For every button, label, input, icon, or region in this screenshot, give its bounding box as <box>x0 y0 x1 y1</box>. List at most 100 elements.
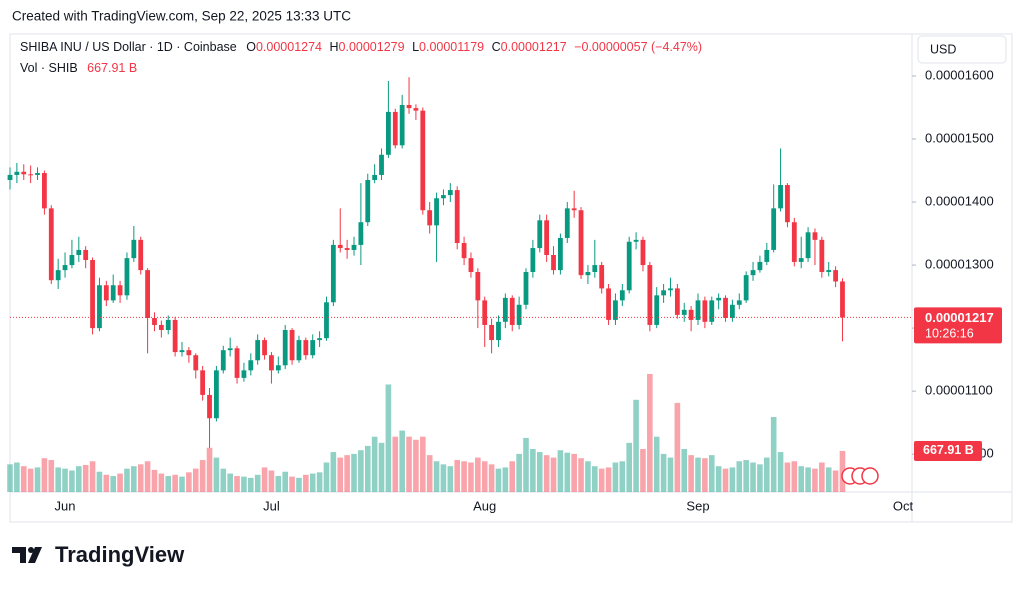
currency-button[interactable] <box>917 35 1007 64</box>
volume-bar <box>777 452 784 492</box>
volume-bar <box>750 462 756 492</box>
candle-body <box>475 272 481 301</box>
candle-body <box>723 297 728 319</box>
candle-body <box>441 195 446 199</box>
volume-bar <box>626 442 632 492</box>
candle-body <box>14 171 20 175</box>
frame <box>9 33 1013 523</box>
volume-bar <box>433 461 440 492</box>
candle-body <box>592 265 598 273</box>
candle-body <box>207 394 212 419</box>
volume-bar <box>612 462 619 492</box>
candle-body <box>496 321 501 341</box>
candle-body <box>578 210 584 276</box>
candle-body <box>186 350 192 356</box>
candle-body <box>489 324 494 341</box>
close: 0.00001217 <box>501 40 567 54</box>
volume-bar <box>220 468 227 492</box>
candle-body <box>544 220 550 255</box>
candle-body <box>42 173 47 209</box>
candle-body <box>674 288 680 315</box>
candle-body <box>826 270 832 273</box>
high: 0.00001279 <box>339 40 405 54</box>
volume-bar <box>41 458 48 492</box>
candle-body <box>778 185 783 209</box>
candle-body <box>454 190 460 244</box>
volume-bar <box>282 471 288 492</box>
o-label: O <box>246 40 256 54</box>
volume-bar <box>695 457 701 492</box>
last-price-tag <box>914 307 1002 344</box>
candle-body <box>420 110 426 211</box>
volume-bar <box>20 466 27 492</box>
candle-body <box>509 297 515 325</box>
volume-bar <box>330 452 337 492</box>
volume-bar <box>488 464 495 492</box>
symbol: SHIBA INU / US Dollar · 1D · Coinbase <box>20 40 237 54</box>
volume-bar <box>420 436 426 492</box>
candle-body <box>461 243 467 259</box>
volume-bar <box>667 457 674 492</box>
c-label: C <box>492 40 501 54</box>
volume-bar <box>509 461 516 492</box>
candle-body <box>69 254 75 266</box>
volume-bar <box>371 436 378 492</box>
volume-bar <box>715 466 722 492</box>
candle-body <box>537 220 543 249</box>
volume-bar <box>812 468 818 492</box>
volume-bar <box>316 472 323 492</box>
candle-body <box>21 171 27 175</box>
volume-bar <box>461 461 467 492</box>
volume-bar <box>468 462 474 492</box>
candle-body <box>124 258 130 296</box>
volume-bar <box>722 468 729 492</box>
countdown: 10:26:16 <box>925 327 974 341</box>
volume-bar <box>296 477 302 492</box>
candle-body <box>48 208 54 281</box>
volume-bar <box>117 473 123 492</box>
volume-bar <box>578 458 584 492</box>
candle-body <box>392 111 398 146</box>
volume-bar <box>172 474 178 492</box>
volume-bar <box>303 474 309 492</box>
volume-bar <box>536 452 543 492</box>
candle-body <box>62 265 68 271</box>
currency[interactable]: USD <box>930 42 956 56</box>
x-tick-label: Aug <box>473 498 496 513</box>
volume-bar <box>454 460 460 492</box>
volume-bar <box>502 467 509 492</box>
candle-body <box>516 304 522 325</box>
candle-body <box>179 350 185 353</box>
candle-body <box>681 309 687 315</box>
y-tick-label: 0.00001600 <box>925 67 994 82</box>
volume-bar <box>158 473 165 492</box>
volume-bar <box>206 447 213 492</box>
candle-body <box>791 222 797 262</box>
candle-body <box>200 370 206 395</box>
volume-bar <box>69 470 75 492</box>
candle-body <box>358 222 364 245</box>
open: 0.00001274 <box>256 40 322 54</box>
volume-bar <box>516 453 522 492</box>
candle-body <box>351 244 357 250</box>
candle-body <box>626 241 632 291</box>
candle-body <box>702 300 708 322</box>
volume-tag <box>914 440 982 461</box>
candle-body <box>83 249 89 261</box>
volume-bar <box>557 450 564 492</box>
volume-bar <box>254 474 261 492</box>
volume-bars <box>7 374 846 492</box>
candle-body <box>310 340 316 356</box>
candle-body <box>7 174 13 180</box>
candle-body <box>695 300 701 320</box>
candle-body <box>482 300 488 325</box>
candle-body <box>654 295 660 325</box>
candle-body <box>131 239 137 259</box>
x-tick-label: Jul <box>263 498 280 513</box>
volume-bar <box>323 462 330 492</box>
volume-bar <box>426 455 433 492</box>
l-label: L <box>412 40 419 54</box>
volume-bar <box>82 464 89 492</box>
volume-bar <box>530 448 536 492</box>
